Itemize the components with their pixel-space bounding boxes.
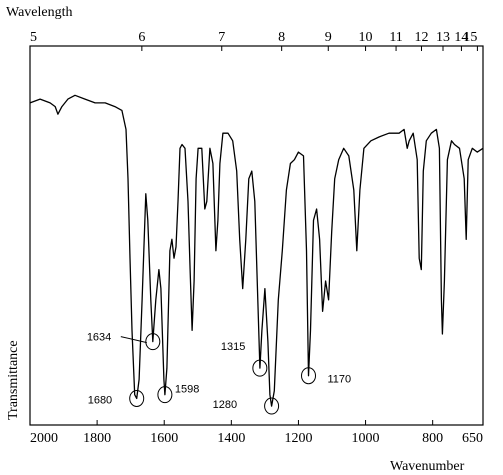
annotation-circle (157, 386, 173, 404)
annotation-circle (301, 367, 317, 385)
top-tick-label: 7 (218, 30, 225, 45)
plot-frame (29, 45, 484, 426)
annotation-label: 1598 (175, 384, 199, 396)
annotation-label: 1315 (221, 341, 245, 353)
annotation-circle (264, 397, 280, 415)
top-tick-label: 9 (325, 30, 332, 45)
top-tick-label: 14 (454, 30, 468, 45)
annotation-label: 1634 (87, 332, 111, 344)
annotation-label: 1280 (213, 399, 237, 411)
top-tick-label: 13 (436, 30, 450, 45)
top-tick-label: 5 (30, 30, 37, 45)
annotation-leader (120, 336, 147, 344)
top-tick-label: 12 (414, 30, 428, 45)
top-tick-label: 11 (389, 30, 402, 45)
x-tick-label: 2000 (30, 431, 58, 446)
top-tick-label: 6 (138, 30, 145, 45)
top-axis-title: Wavelength (6, 5, 73, 20)
x-tick-label: 1600 (150, 431, 178, 446)
x-tick-label: 1800 (83, 431, 111, 446)
annotation-circle (129, 389, 145, 407)
annotation-circle (145, 333, 161, 351)
x-tick-label: 1200 (284, 431, 312, 446)
annotation-label: 1170 (328, 374, 352, 386)
top-tick-label: 8 (278, 30, 285, 45)
spectrum-line (29, 94, 484, 407)
annotation-circle (252, 359, 268, 377)
top-tick-label: 10 (359, 30, 373, 45)
top-tick-label: 15 (463, 30, 477, 45)
x-tick-label: 1000 (352, 431, 380, 446)
x-axis-title: Wavenumber (390, 459, 465, 474)
y-axis-title: Transmittance (6, 340, 21, 420)
x-tick-label: 650 (462, 431, 483, 446)
x-tick-label: 1400 (217, 431, 245, 446)
annotation-label: 1680 (88, 394, 112, 406)
x-tick-label: 800 (422, 431, 443, 446)
